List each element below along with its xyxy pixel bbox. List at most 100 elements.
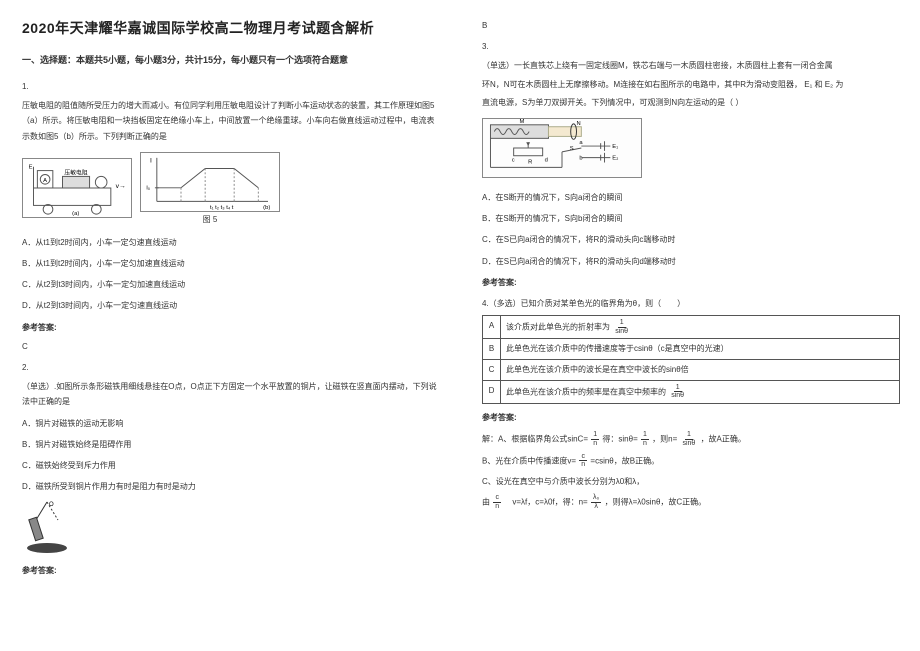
- svg-text:(b): (b): [263, 205, 270, 211]
- q4-row-a-text: 该介质对此单色光的折射率为 1 sinθ: [501, 316, 900, 339]
- sol-b-pre: B、光在介质中传播速度v=: [482, 456, 576, 465]
- q3-e1e2: E₁ 和 E₂: [804, 80, 833, 89]
- q3-choice-a: A．在S断开的情况下，S向a闭合的瞬间: [482, 190, 900, 205]
- sol-a-mid1: 得：sinθ=: [602, 434, 637, 443]
- q1-choice-c: C．从t2到t3时间内，小车一定匀加速直线运动: [22, 277, 440, 292]
- fraction-icon: 1 sinθ: [613, 319, 630, 335]
- q4-row-a-pre: 该介质对此单色光的折射率为: [506, 322, 610, 331]
- fraction-icon: λ₀ λ: [591, 494, 601, 510]
- sol-a-pre: 解：A、根据临界角公式sinC=: [482, 434, 588, 443]
- q3-stem-3: 直流电源，S为单刀双掷开关。下列情况中，可观测到N向左运动的是（ ）: [482, 95, 900, 110]
- svg-text:a: a: [579, 140, 583, 146]
- svg-text:O: O: [49, 502, 54, 508]
- svg-text:I₀: I₀: [146, 186, 151, 192]
- table-row: A 该介质对此单色光的折射率为 1 sinθ: [483, 316, 900, 339]
- sol-d-mid1: v=λf，c=λ0f，得：n=: [504, 497, 587, 506]
- q3-number: 3.: [482, 39, 900, 54]
- q1-answer-label: 参考答案:: [22, 320, 440, 335]
- svg-text:N: N: [577, 121, 581, 127]
- svg-text:E: E: [29, 165, 33, 171]
- q4-sol-b: B、光在介质中传播速度v= c n =csinθ，故B正确。: [482, 453, 900, 469]
- q3-choice-d: D．在S已向a闭合的情况下，将R的滑动头向d端移动时: [482, 254, 900, 269]
- q4-sol-c: C、设光在真空中与介质中波长分别为λ0和λ，: [482, 474, 900, 489]
- q2-choice-a: A．铜片对磁铁的运动无影响: [22, 416, 440, 431]
- q1-fig-a: A 压敏电阻 E v→ (a): [22, 158, 132, 218]
- frac-bot: sinθ: [669, 392, 686, 400]
- frac-bot: n: [493, 503, 501, 511]
- q3-choice-b: B．在S断开的情况下，S向b闭合的瞬间: [482, 211, 900, 226]
- frac-bot: λ: [592, 503, 600, 511]
- q4-answer-label: 参考答案:: [482, 410, 900, 425]
- q4-sol-d: 由 c n v=λf，c=λ0f，得：n= λ₀ λ ，则得λ=λ0sinθ，故…: [482, 494, 900, 510]
- q2-stem: （单选）.如图所示条形磁铁用细线悬挂在O点，O点正下方固定一个水平放置的铜片，让…: [22, 379, 440, 409]
- q3-stem-2: 环N，N可在木质圆柱上无摩擦移动。M连接在如右图所示的电路中，其中R为滑动变阻器…: [482, 77, 900, 92]
- q4-row-d-text: 此单色光在该介质中的频率是在真空中频率的 1 sinθ: [501, 380, 900, 403]
- q1-choice-d: D．从t2到t3时间内，小车一定匀速直线运动: [22, 298, 440, 313]
- fraction-icon: 1 sinθ: [680, 431, 697, 447]
- q1-figures: A 压敏电阻 E v→ (a) I I₀: [22, 152, 440, 225]
- sol-b-end: =csinθ，故B正确。: [590, 456, 659, 465]
- frac-bot: n: [591, 440, 599, 448]
- q2-choice-c: C．磁铁始终受到斥力作用: [22, 458, 440, 473]
- q2-answer: B: [482, 18, 900, 33]
- svg-text:b: b: [579, 156, 582, 162]
- q4-row-a-label: A: [483, 316, 501, 339]
- fraction-icon: 1 sinθ: [669, 384, 686, 400]
- table-row: B 此单色光在该介质中的传播速度等于csinθ（c是真空中的光速）: [483, 339, 900, 360]
- q4-sol-a: 解：A、根据临界角公式sinC= 1 n 得：sinθ= 1 n ，则n= 1 …: [482, 431, 900, 447]
- frac-bot: sinθ: [680, 440, 697, 448]
- frac-bot: n: [641, 440, 649, 448]
- svg-text:d: d: [545, 157, 548, 163]
- q1-choices: A．从t1到t2时间内，小车一定匀速直线运动 B．从t1到t2时间内，小车一定匀…: [22, 235, 440, 314]
- q4-row-d-label: D: [483, 380, 501, 403]
- q3-answer-label: 参考答案:: [482, 275, 900, 290]
- svg-text:M: M: [519, 119, 524, 125]
- q4-number: 4.（多选）已知介质对某单色光的临界角为θ，则（ ）: [482, 296, 900, 311]
- table-row: D 此单色光在该介质中的频率是在真空中频率的 1 sinθ: [483, 380, 900, 403]
- doc-title: 2020年天津耀华嘉诚国际学校高二物理月考试题含解析: [22, 18, 440, 38]
- frac-top: λ₀: [591, 494, 601, 503]
- q2-figure: O: [22, 500, 440, 557]
- fraction-icon: c n: [493, 494, 501, 510]
- q4-solution: 解：A、根据临界角公式sinC= 1 n 得：sinθ= 1 n ，则n= 1 …: [482, 431, 900, 510]
- sol-a-mid2: ，则n=: [652, 434, 677, 443]
- svg-text:E₁: E₁: [612, 144, 618, 150]
- q3-choices: A．在S断开的情况下，S向a闭合的瞬间 B．在S断开的情况下，S向b闭合的瞬间 …: [482, 190, 900, 269]
- q2-answer-label: 参考答案:: [22, 563, 440, 578]
- right-column: B 3. （单选）一长直铁芯上绕有一固定线圈M，铁芯右端与一木质圆柱密接，木质圆…: [460, 0, 920, 651]
- frac-bot: sinθ: [613, 328, 630, 336]
- q4-row-b-label: B: [483, 339, 501, 360]
- left-column: 2020年天津耀华嘉诚国际学校高二物理月考试题含解析 一、选择题：本题共5小题，…: [0, 0, 460, 651]
- svg-text:E₂: E₂: [612, 156, 618, 162]
- fraction-icon: 1 n: [591, 431, 599, 447]
- svg-text:S: S: [570, 146, 574, 152]
- q1-choice-a: A．从t1到t2时间内，小车一定匀速直线运动: [22, 235, 440, 250]
- q3-stem-1: （单选）一长直铁芯上绕有一固定线圈M，铁芯右端与一木质圆柱密接，木质圆柱上套有一…: [482, 58, 900, 73]
- q1-fig-b-block: I I₀ t₁ t₂ t₃ t₄ t (b) 图 5: [140, 152, 280, 225]
- q1-answer: C: [22, 339, 440, 354]
- svg-text:(a): (a): [72, 211, 79, 217]
- svg-text:A: A: [43, 179, 47, 185]
- q1-number: 1.: [22, 79, 440, 94]
- q4-row-c-label: C: [483, 360, 501, 381]
- table-row: C 此单色光在该介质中的波长是在真空中波长的sinθ倍: [483, 360, 900, 381]
- frac-bot: n: [579, 461, 587, 469]
- frac-top: c: [493, 494, 501, 503]
- q2-choices: A．铜片对磁铁的运动无影响 B．铜片对磁铁始终是阻碍作用 C．磁铁始终受到斥力作…: [22, 416, 440, 495]
- svg-text:v→: v→: [116, 183, 126, 190]
- svg-text:I: I: [150, 158, 152, 165]
- q1-fig-a-block: A 压敏电阻 E v→ (a): [22, 158, 132, 218]
- q1-fig-b: I I₀ t₁ t₂ t₃ t₄ t (b): [140, 152, 280, 212]
- q3-figure: M N c d R a b S E₁ E₂: [482, 118, 900, 180]
- frac-top: c: [579, 453, 587, 462]
- section-heading: 一、选择题：本题共5小题，每小题3分，共计15分，每小题只有一个选项符合题意: [22, 52, 440, 69]
- q2-number: 2.: [22, 360, 440, 375]
- fraction-icon: c n: [579, 453, 587, 469]
- q3-stem-2-pre: 环N，N可在木质圆柱上无摩擦移动。M连接在如右图所示的电路中，其中R为滑动变阻器…: [482, 80, 802, 89]
- q4-row-d-pre: 此单色光在该介质中的频率是在真空中频率的: [506, 387, 666, 396]
- frac-top: 1: [641, 431, 649, 440]
- svg-text:压敏电阻: 压敏电阻: [64, 169, 87, 177]
- q3-stem-2-post: 为: [835, 80, 843, 89]
- sol-a-end: ，故A正确。: [701, 434, 746, 443]
- frac-top: 1: [685, 431, 693, 440]
